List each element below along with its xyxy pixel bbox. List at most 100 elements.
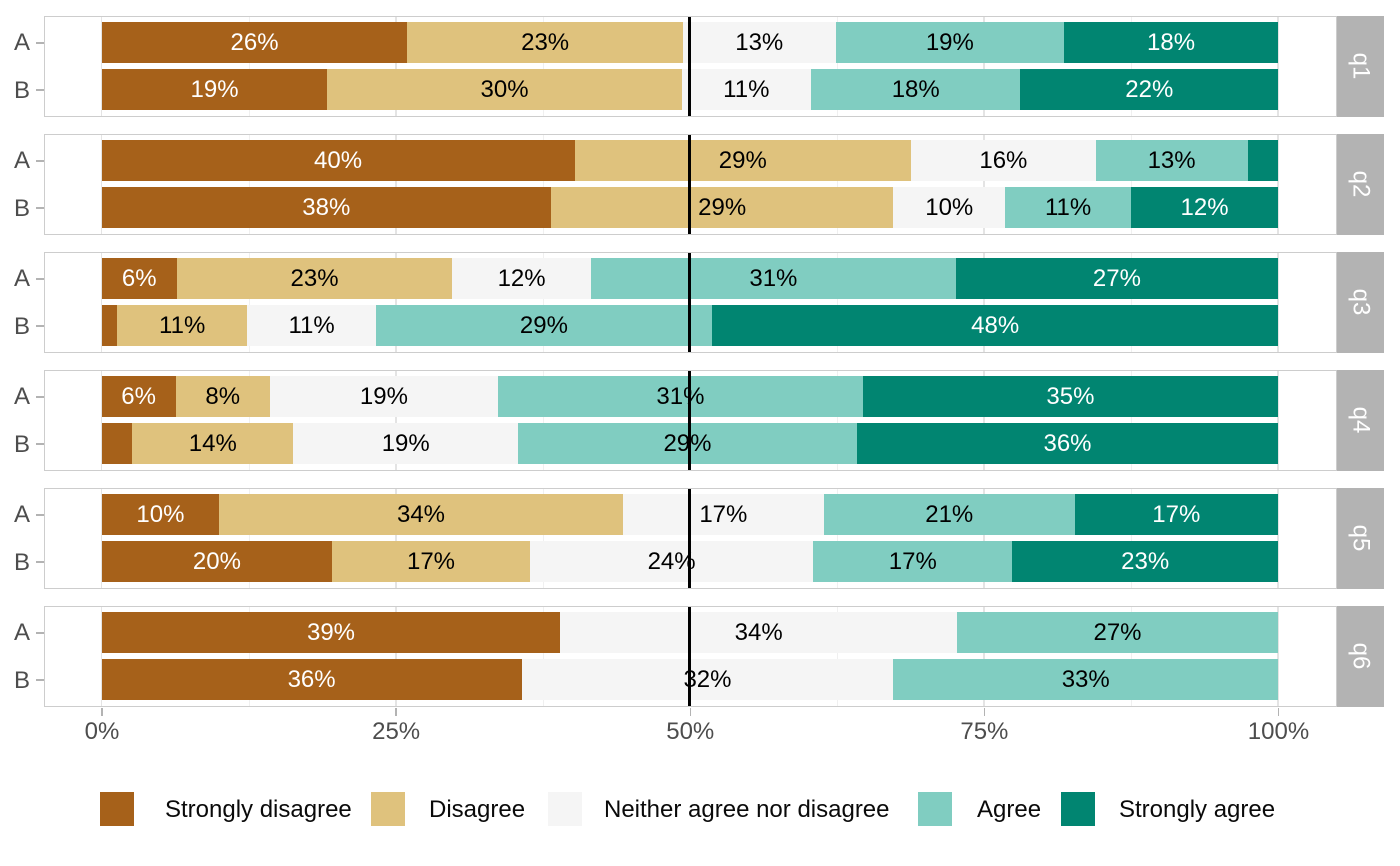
major-gridline bbox=[983, 134, 985, 234]
segment-strongly-agree bbox=[1131, 186, 1279, 229]
major-gridline bbox=[1277, 252, 1279, 352]
major-gridline bbox=[394, 16, 397, 116]
bar-value-label: 23% bbox=[290, 264, 339, 292]
minor-gridline bbox=[836, 488, 839, 588]
bar-value-label: 13% bbox=[1147, 146, 1196, 174]
bar-row-q2-B: 38% 29% 10% 11% 12% bbox=[101, 186, 1279, 229]
minor-gridline bbox=[1131, 606, 1133, 706]
x-axis-label: 0% bbox=[84, 718, 120, 745]
segment-agree bbox=[813, 540, 1013, 583]
y-axis-label-B: B bbox=[13, 76, 30, 104]
segment-strongly-agree bbox=[1020, 68, 1279, 111]
bar-value-label: 16% bbox=[979, 146, 1028, 174]
bar-value-label: 10% bbox=[925, 194, 974, 222]
bar-row-q2-A: 40% 29% 16% 13% bbox=[101, 139, 1279, 182]
y-axis-tick bbox=[36, 278, 44, 280]
bar-row-q4-A: 6% 8% 19% 31% 35% bbox=[101, 375, 1279, 418]
segment-agree bbox=[823, 493, 1075, 536]
major-gridline bbox=[394, 370, 397, 470]
segment-agree bbox=[591, 257, 956, 300]
bar-row-q6-A: 39% 34% 27% bbox=[101, 611, 1279, 654]
y-axis-tick bbox=[36, 443, 44, 445]
bar-value-label: 27% bbox=[1093, 618, 1142, 646]
bar-value-label: 34% bbox=[734, 618, 783, 646]
minor-gridline bbox=[1131, 370, 1133, 470]
segment-strongly-agree bbox=[1247, 139, 1279, 182]
segment-disagree bbox=[407, 21, 683, 64]
y-axis-tick bbox=[36, 89, 44, 91]
facet-strip-label: q1 bbox=[1347, 52, 1375, 80]
segment-neither-agree-nor-disagree bbox=[911, 139, 1096, 182]
facet-panel-q2: 40% 29% 16% 13% 38% 29% 10% 11% 12% bbox=[44, 133, 1337, 235]
bar-value-label: 48% bbox=[971, 312, 1020, 340]
bar-value-label: 30% bbox=[480, 76, 529, 104]
legend-swatch bbox=[1061, 792, 1095, 826]
bar-value-label: 12% bbox=[497, 264, 546, 292]
facet-strip-q3: q3 bbox=[1337, 251, 1384, 353]
minor-gridline bbox=[836, 606, 839, 706]
major-gridline bbox=[100, 606, 103, 706]
legend-label: Strongly disagree bbox=[165, 796, 352, 823]
bar-value-label: 17% bbox=[888, 548, 937, 576]
major-gridline bbox=[1277, 16, 1279, 116]
reference-line-50pct bbox=[688, 488, 692, 588]
minor-gridline bbox=[248, 134, 250, 234]
major-gridline bbox=[394, 488, 397, 588]
bar-value-label: 6% bbox=[121, 382, 156, 410]
major-gridline bbox=[394, 134, 397, 234]
minor-gridline bbox=[836, 370, 839, 470]
y-axis-tick bbox=[36, 207, 44, 209]
major-gridline bbox=[1277, 370, 1279, 470]
segment-agree bbox=[375, 304, 713, 347]
major-gridline bbox=[100, 370, 103, 470]
segment-agree bbox=[811, 68, 1021, 111]
legend-swatch bbox=[918, 792, 952, 826]
y-axis-label-B: B bbox=[13, 666, 30, 694]
y-axis-label-A: A bbox=[13, 29, 30, 57]
bar-row-q5-A: 10% 34% 17% 21% 17% bbox=[101, 493, 1279, 536]
segment-agree bbox=[893, 658, 1279, 701]
segment-strongly-disagree bbox=[101, 375, 176, 418]
segment-neither-agree-nor-disagree bbox=[247, 304, 376, 347]
bar-value-label: 21% bbox=[925, 500, 974, 528]
facet-panel-q6: 39% 34% 27% 36% 32% 33% bbox=[44, 605, 1337, 707]
minor-gridline bbox=[836, 134, 839, 234]
segment-strongly-agree bbox=[1074, 493, 1279, 536]
bar-value-label: 17% bbox=[1152, 500, 1201, 528]
segment-strongly-disagree bbox=[101, 304, 117, 347]
legend-label: Strongly agree bbox=[1119, 796, 1276, 823]
bar-value-label: 29% bbox=[519, 312, 568, 340]
major-gridline bbox=[983, 370, 985, 470]
y-axis-label-B: B bbox=[13, 548, 30, 576]
bar-value-label: 38% bbox=[302, 194, 351, 222]
bar-value-label: 35% bbox=[1046, 382, 1095, 410]
segment-neither-agree-nor-disagree bbox=[682, 21, 836, 64]
bar-value-label: 32% bbox=[683, 666, 732, 694]
segment-disagree bbox=[116, 304, 248, 347]
y-axis-label-A: A bbox=[13, 383, 30, 411]
minor-gridline bbox=[542, 252, 544, 352]
major-gridline bbox=[394, 606, 397, 706]
major-gridline bbox=[394, 252, 397, 352]
major-gridline bbox=[1277, 606, 1279, 706]
legend-swatch bbox=[100, 792, 134, 826]
segment-agree bbox=[498, 375, 863, 418]
bar-value-label: 20% bbox=[192, 548, 241, 576]
bar-value-label: 19% bbox=[190, 76, 239, 104]
segment-agree bbox=[835, 21, 1064, 64]
segment-agree bbox=[956, 611, 1279, 654]
bar-value-label: 36% bbox=[287, 666, 336, 694]
x-axis-tick bbox=[1277, 708, 1280, 716]
major-gridline bbox=[100, 488, 103, 588]
bar-value-label: 6% bbox=[121, 264, 157, 292]
y-axis-label-B: B bbox=[13, 194, 30, 222]
bar-value-label: 18% bbox=[1147, 28, 1196, 56]
y-axis-label-A: A bbox=[13, 501, 30, 529]
segment-neither-agree-nor-disagree bbox=[560, 611, 957, 654]
y-axis-tick bbox=[36, 632, 44, 634]
y-axis-tick bbox=[36, 514, 44, 516]
bar-value-label: 19% bbox=[359, 382, 408, 410]
bar-value-label: 39% bbox=[306, 618, 356, 646]
major-gridline bbox=[983, 252, 985, 352]
bar-value-label: 33% bbox=[1061, 666, 1110, 694]
